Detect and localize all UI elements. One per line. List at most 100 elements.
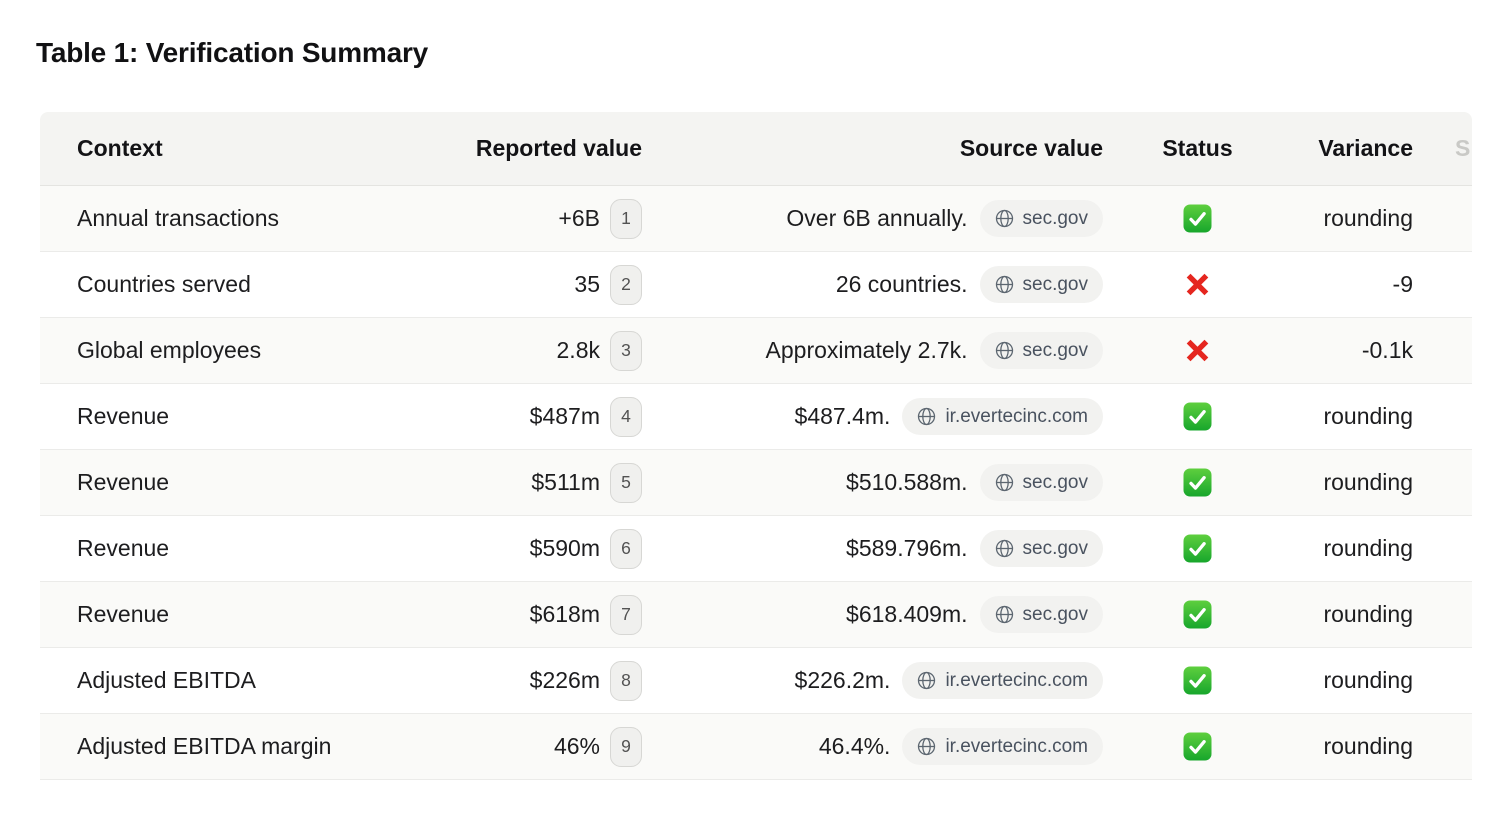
variance-text: rounding <box>1323 469 1413 495</box>
table-row: Revenue $590m 6 $589.796m. sec.gov roundin… <box>40 515 1472 582</box>
source-value-cell: Approximately 2.7k. sec.gov <box>645 317 1110 384</box>
context-text: Countries served <box>77 271 251 297</box>
source-text: $589.796m. <box>846 535 968 561</box>
status-icon <box>1183 600 1212 629</box>
status-cell <box>1110 515 1285 582</box>
context-text: Adjusted EBITDA margin <box>77 733 332 759</box>
source-link[interactable]: sec.gov <box>979 200 1103 237</box>
status-icon <box>1183 402 1212 431</box>
table-row: Annual transactions +6B 1 Over 6B annuall… <box>40 185 1472 252</box>
variance-text: rounding <box>1323 535 1413 561</box>
source-domain: sec.gov <box>1022 537 1088 559</box>
column-header-source-value: Source value <box>645 112 1110 186</box>
column-header-label: S <box>1455 135 1471 161</box>
reported-value-cell: $590m 6 <box>400 515 645 582</box>
reported-value: $226m <box>529 667 600 693</box>
citation-badge[interactable]: 3 <box>610 330 642 371</box>
source-domain: ir.evertecinc.com <box>945 669 1088 691</box>
check-mark-button-icon <box>1183 204 1212 233</box>
context-cell: Revenue <box>40 383 400 450</box>
citation-badge[interactable]: 7 <box>610 594 642 635</box>
check-mark-button-icon <box>1183 732 1212 761</box>
variance-cell: rounding <box>1285 449 1415 516</box>
source-value-cell: 46.4%. ir.evertecinc.com <box>645 713 1110 780</box>
context-cell: Countries served <box>40 251 400 318</box>
context-cell: Adjusted EBITDA <box>40 647 400 714</box>
variance-cell: rounding <box>1285 713 1415 780</box>
reported-value-cell: $226m 8 <box>400 647 645 714</box>
reported-value-cell: $487m 4 <box>400 383 645 450</box>
status-cell <box>1110 251 1285 318</box>
citation-badge[interactable]: 6 <box>610 528 642 569</box>
reported-value: $487m <box>529 403 600 429</box>
source-link[interactable]: sec.gov <box>979 530 1103 567</box>
verification-table: Context Reported value Source value Stat… <box>40 112 1472 780</box>
source-link[interactable]: ir.evertecinc.com <box>902 728 1103 765</box>
source-link[interactable]: sec.gov <box>979 464 1103 501</box>
reported-value-cell: 35 2 <box>400 251 645 318</box>
source-link[interactable]: ir.evertecinc.com <box>902 662 1103 699</box>
variance-cell: rounding <box>1285 581 1415 648</box>
status-icon <box>1183 732 1212 761</box>
source-domain: sec.gov <box>1022 471 1088 493</box>
table-caption: Table 1: Verification Summary <box>36 37 429 68</box>
column-header-label: Status <box>1162 135 1233 161</box>
reported-value-cell: 46% 9 <box>400 713 645 780</box>
reported-value-cell: $618m 7 <box>400 581 645 648</box>
context-text: Revenue <box>77 469 170 495</box>
variance-cell: rounding <box>1285 185 1415 252</box>
reported-value-cell: 2.8k 3 <box>400 317 645 384</box>
check-mark-button-icon <box>1183 600 1212 629</box>
column-header-reported-value: Reported value <box>400 112 645 186</box>
check-mark-button-icon <box>1183 666 1212 695</box>
globe-icon <box>918 407 936 426</box>
source-link[interactable]: ir.evertecinc.com <box>902 398 1103 435</box>
source-text: 46.4%. <box>818 733 891 759</box>
table-row: Adjusted EBITDA $226m 8 $226.2m. ir.everte… <box>40 647 1472 714</box>
table-row: Global employees 2.8k 3 Approximately 2.7… <box>40 317 1472 384</box>
context-text: Global employees <box>77 337 262 363</box>
check-mark-button-icon <box>1183 534 1212 563</box>
globe-icon <box>918 671 936 690</box>
header-row: Context Reported value Source value Stat… <box>40 112 1472 186</box>
status-cell <box>1110 383 1285 450</box>
source-domain: sec.gov <box>1022 207 1088 229</box>
variance-text: rounding <box>1323 733 1413 759</box>
citation-badge[interactable]: 5 <box>610 462 642 503</box>
citation-badge[interactable]: 2 <box>610 264 642 305</box>
source-text: $487.4m. <box>794 403 891 429</box>
check-mark-button-icon <box>1183 468 1212 497</box>
variance-text: -0.1k <box>1361 337 1413 363</box>
variance-cell: rounding <box>1285 515 1415 582</box>
status-cell <box>1110 449 1285 516</box>
status-icon <box>1183 270 1212 299</box>
source-text: 26 countries. <box>835 271 968 297</box>
status-icon <box>1183 468 1212 497</box>
globe-icon <box>995 473 1013 492</box>
table-row: Countries served 35 2 26 countries. sec.go… <box>40 251 1472 318</box>
citation-badge[interactable]: 9 <box>610 726 642 767</box>
source-link[interactable]: sec.gov <box>979 266 1103 303</box>
source-domain: ir.evertecinc.com <box>945 735 1088 757</box>
reported-value: 35 <box>574 271 600 297</box>
source-link[interactable]: sec.gov <box>979 596 1103 633</box>
citation-badge[interactable]: 8 <box>610 660 642 701</box>
context-text: Annual transactions <box>77 205 280 231</box>
source-link[interactable]: sec.gov <box>979 332 1103 369</box>
citation-badge[interactable]: 4 <box>610 396 642 437</box>
column-header-label: Context <box>77 135 163 161</box>
table-row: Revenue $511m 5 $510.588m. sec.gov roundin… <box>40 449 1472 516</box>
column-header-label: Reported value <box>475 135 642 161</box>
citation-badge[interactable]: 1 <box>610 198 642 239</box>
variance-text: rounding <box>1323 205 1413 231</box>
variance-cell: rounding <box>1285 383 1415 450</box>
source-value-cell: $589.796m. sec.gov <box>645 515 1110 582</box>
reported-value: $618m <box>529 601 600 627</box>
source-text: $226.2m. <box>794 667 891 693</box>
check-mark-button-icon <box>1183 402 1212 431</box>
context-text: Adjusted EBITDA <box>77 667 256 693</box>
variance-cell: -9 <box>1285 251 1415 318</box>
context-cell: Revenue <box>40 581 400 648</box>
table-row: Revenue $487m 4 $487.4m. ir.evertecinc.com… <box>40 383 1472 450</box>
reported-value-cell: +6B 1 <box>400 185 645 252</box>
